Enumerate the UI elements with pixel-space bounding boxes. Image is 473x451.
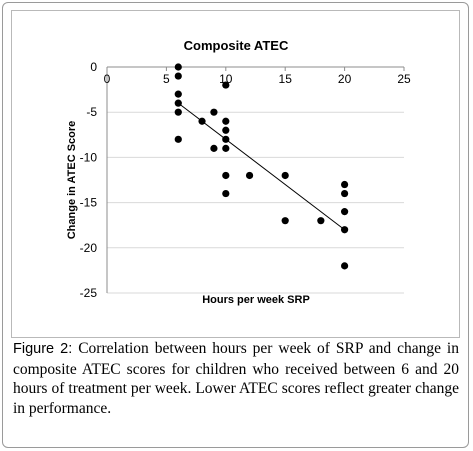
x-tick-label: 0	[104, 72, 111, 86]
data-points	[174, 63, 349, 270]
data-point	[222, 117, 230, 125]
figure-caption: Figure 2: Correlation between hours per …	[13, 339, 459, 418]
x-tick-label: 20	[338, 72, 352, 86]
data-point	[174, 90, 182, 98]
y-tick-labels: 0 -5 -10 -15 -20 -25	[80, 60, 98, 300]
data-point	[174, 108, 182, 116]
figure-label: Figure 2:	[13, 341, 73, 357]
data-point	[222, 81, 230, 89]
y-tick-label: 0	[90, 60, 97, 74]
data-point	[222, 189, 230, 198]
x-tick-label: 5	[163, 72, 170, 86]
y-tick-label: -20	[80, 241, 98, 255]
scatter-chart: Composite ATEC 0 5 10 15 20 25 0 -5 -10 -15 -20 -2…	[66, 38, 411, 306]
data-point	[210, 144, 218, 152]
y-tick-label: -10	[80, 150, 98, 164]
data-point	[281, 171, 289, 180]
data-point	[222, 126, 230, 134]
y-tick-label: -25	[80, 286, 98, 300]
data-point	[341, 226, 349, 234]
chart-area	[11, 10, 460, 338]
data-point	[174, 135, 182, 143]
y-tick-label: -15	[80, 196, 98, 210]
data-point	[341, 262, 349, 270]
trendline-group	[177, 102, 345, 231]
figure-frame	[2, 2, 469, 448]
data-point	[222, 171, 230, 180]
x-tick-label: 10	[219, 72, 233, 86]
x-tick-labels: 0 5 10 15 20 25	[104, 72, 411, 86]
data-point	[174, 99, 182, 107]
data-point	[245, 171, 254, 180]
trendline	[177, 102, 345, 231]
data-point	[341, 180, 349, 189]
data-point	[317, 217, 325, 225]
data-point	[198, 117, 206, 125]
data-point	[341, 208, 349, 216]
axes	[106, 66, 405, 293]
data-point	[222, 144, 230, 152]
data-point	[222, 135, 230, 143]
data-point	[341, 189, 349, 198]
data-point	[174, 63, 182, 71]
y-tick-label: -5	[86, 105, 97, 119]
data-point	[210, 108, 218, 116]
x-tick-label: 25	[397, 72, 411, 86]
x-tick-label: 15	[279, 72, 293, 86]
caption-text: Correlation between hours per week of SR…	[13, 340, 459, 417]
data-point	[174, 72, 182, 80]
gridlines	[107, 111, 404, 294]
y-axis-title: Change in ATEC Score	[66, 121, 78, 240]
x-axis-title: Hours per week SRP	[202, 294, 310, 306]
chart-title: Composite ATEC	[184, 38, 289, 53]
data-point	[281, 217, 289, 225]
